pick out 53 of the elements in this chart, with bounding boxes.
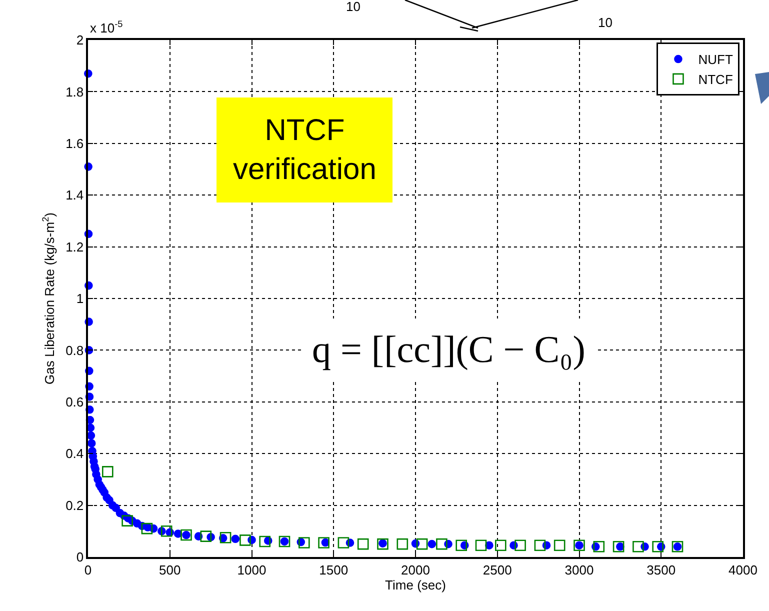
point xyxy=(298,537,310,548)
y-tick-label: 0.6 xyxy=(66,394,84,410)
point xyxy=(259,536,270,548)
point xyxy=(495,540,506,552)
point xyxy=(240,534,251,546)
annotation: q = [[cc]](C − C₀) xyxy=(312,329,586,371)
point xyxy=(632,541,644,552)
point xyxy=(475,540,487,552)
x-tick-label: 3000 xyxy=(564,562,594,578)
y-tick-label: 1 xyxy=(76,291,84,306)
point xyxy=(200,530,212,542)
text: 10 xyxy=(346,0,360,14)
point xyxy=(554,540,566,552)
point xyxy=(534,540,546,552)
y-tick-label: 0.2 xyxy=(66,498,84,513)
point xyxy=(318,537,330,548)
point xyxy=(396,538,408,550)
annotation: NTCF verification xyxy=(233,114,376,186)
y-tick-label: 1.8 xyxy=(66,84,84,100)
x-tick-label: 2500 xyxy=(482,562,512,578)
y-tick-label: 1.6 xyxy=(66,136,84,151)
legend-label: NTCF xyxy=(698,72,733,88)
y-tick-label: 0.8 xyxy=(66,342,84,358)
y-tick-label: 1.2 xyxy=(66,239,84,254)
point xyxy=(357,538,369,550)
point xyxy=(141,522,153,534)
point xyxy=(456,540,467,552)
point xyxy=(612,541,624,552)
x-tick-label: 3500 xyxy=(646,562,676,578)
point xyxy=(652,541,664,552)
point xyxy=(514,540,526,552)
point xyxy=(220,532,232,544)
x-tick-label: 1000 xyxy=(237,562,266,578)
point xyxy=(593,541,605,552)
text: 10 xyxy=(598,15,612,30)
point xyxy=(436,538,448,550)
y-tick-label: 0.4 xyxy=(66,446,84,462)
y-tick-label: 0 xyxy=(76,550,84,565)
x-axis-title: Time (sec) xyxy=(385,577,446,592)
point xyxy=(122,515,133,526)
x-tick-label: 2000 xyxy=(401,562,430,578)
point xyxy=(338,537,350,548)
point xyxy=(416,538,428,550)
x-tick-label: 4000 xyxy=(728,562,758,578)
point xyxy=(102,466,114,478)
point xyxy=(160,526,172,537)
x-tick-label: 1500 xyxy=(319,562,348,578)
y-tick-label: 2 xyxy=(76,32,84,48)
y-tick-label: 1.4 xyxy=(66,188,84,203)
x-tick-label: 500 xyxy=(159,562,181,578)
legend-label: NUFT xyxy=(698,52,733,68)
point xyxy=(377,538,388,550)
text: x 10$^{-5}$ xyxy=(90,19,123,36)
